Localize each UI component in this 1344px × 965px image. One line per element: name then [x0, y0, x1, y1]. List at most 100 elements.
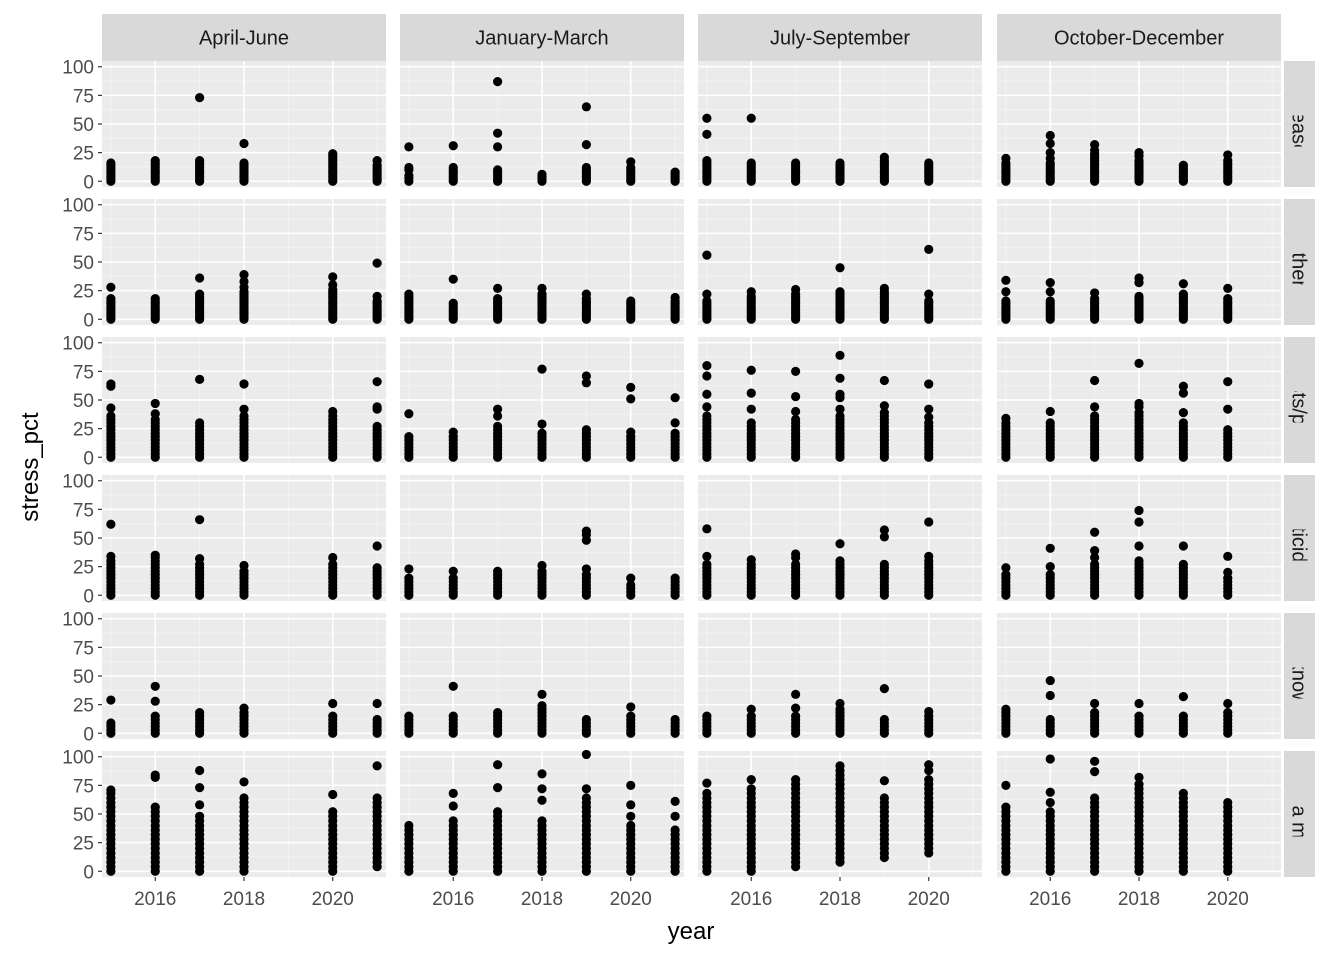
data-point	[195, 765, 205, 776]
data-point	[195, 800, 205, 810]
x-tick-label: 2016	[1029, 889, 1071, 910]
data-point	[702, 289, 712, 299]
data-point	[670, 825, 680, 835]
data-point	[239, 404, 249, 414]
panel-points-varroa-mites-october-december	[1001, 754, 1233, 876]
facet-strip-label: Pesticides	[1288, 492, 1310, 583]
panel-points-pesticides-october-december	[1001, 505, 1233, 600]
y-tick-label: 50	[73, 667, 94, 688]
panel-points-diseases-july-september	[702, 113, 934, 186]
y-tick-label: 0	[83, 586, 94, 607]
data-point	[1045, 138, 1055, 149]
data-point	[702, 524, 712, 534]
x-tick-label: 2020	[610, 889, 652, 910]
data-point	[1001, 802, 1011, 812]
data-point	[537, 169, 547, 179]
data-point	[1001, 780, 1011, 790]
data-point	[835, 287, 845, 297]
data-point	[1134, 517, 1144, 527]
data-point	[581, 784, 591, 794]
data-point	[702, 296, 712, 306]
data-point	[1045, 296, 1055, 306]
data-point	[924, 404, 934, 414]
panel-points-diseases-april-june	[106, 93, 382, 186]
data-point	[328, 807, 338, 817]
data-point	[150, 550, 160, 560]
data-point	[1223, 708, 1233, 718]
data-point	[1090, 140, 1100, 150]
data-point	[372, 714, 382, 725]
y-tick-label: 25	[73, 696, 94, 717]
data-point	[106, 294, 116, 304]
data-point	[1045, 406, 1055, 417]
data-point	[1134, 556, 1144, 566]
data-point	[372, 258, 382, 268]
data-point	[448, 711, 458, 721]
data-point	[581, 378, 591, 388]
data-point	[448, 681, 458, 691]
data-point	[879, 684, 889, 694]
data-point	[1134, 398, 1144, 409]
y-tick-label: 0	[83, 724, 94, 745]
data-point	[537, 701, 547, 711]
data-point	[702, 113, 712, 123]
data-point	[195, 554, 205, 564]
data-point	[448, 566, 458, 576]
y-tick-label: 0	[83, 310, 94, 331]
data-point	[879, 559, 889, 569]
data-point	[626, 580, 636, 590]
data-point	[372, 793, 382, 803]
x-tick-label: 2016	[432, 889, 474, 910]
data-point	[372, 563, 382, 573]
data-point	[702, 156, 712, 166]
data-point	[924, 775, 934, 785]
data-point	[1134, 698, 1144, 709]
data-point	[626, 820, 636, 831]
data-point	[581, 289, 591, 299]
facet-strip-label: Other	[1288, 237, 1310, 287]
data-point	[537, 364, 547, 374]
facet-strip-label: Diseases	[1288, 83, 1310, 165]
data-point	[493, 404, 503, 414]
panel-points-pesticides-july-september	[702, 517, 934, 600]
data-point	[879, 283, 889, 293]
data-point	[493, 142, 503, 152]
data-point	[195, 289, 205, 299]
data-point	[106, 718, 116, 728]
data-point	[746, 287, 756, 297]
data-point	[746, 711, 756, 721]
data-point	[791, 689, 801, 699]
data-point	[404, 711, 414, 721]
panel-points-other-april-june	[106, 258, 382, 324]
data-point	[626, 800, 636, 810]
data-point	[493, 760, 503, 770]
data-point	[791, 366, 801, 376]
data-point	[150, 398, 160, 409]
data-point	[791, 158, 801, 168]
data-point	[328, 272, 338, 282]
data-point	[746, 113, 756, 123]
data-point	[404, 564, 414, 574]
panel-points-diseases-october-december	[1001, 130, 1233, 186]
data-point	[924, 289, 934, 299]
data-point	[581, 140, 591, 150]
data-point	[746, 784, 756, 794]
data-point	[239, 560, 249, 571]
y-tick-label: 25	[73, 144, 94, 165]
y-tick-label: 25	[73, 282, 94, 303]
data-point	[448, 274, 458, 284]
y-tick-label: 50	[73, 529, 94, 550]
data-point	[670, 714, 680, 725]
y-tick-label: 50	[73, 253, 94, 274]
data-point	[493, 294, 503, 304]
data-point	[195, 374, 205, 384]
data-point	[1090, 552, 1100, 563]
data-point	[1178, 408, 1188, 418]
data-point	[1178, 418, 1188, 428]
panel-points-other-october-december	[1001, 273, 1233, 324]
data-point	[404, 142, 414, 152]
facet-strip-april-june	[102, 14, 386, 61]
y-tick-label: 25	[73, 834, 94, 855]
data-point	[746, 775, 756, 785]
facet-strip-october-december	[997, 14, 1281, 61]
